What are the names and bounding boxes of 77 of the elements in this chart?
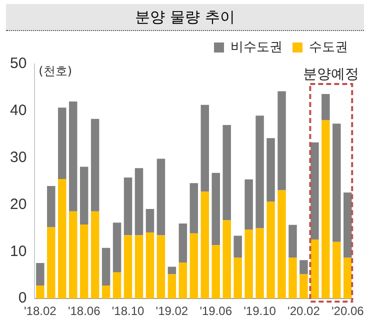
bar: [58, 178, 66, 299]
bar: [124, 235, 132, 299]
bar: [310, 142, 319, 240]
bar: [288, 224, 297, 258]
bar: [222, 220, 231, 299]
bar: [234, 258, 242, 299]
bar: [112, 272, 122, 299]
bar: [36, 262, 44, 286]
bar: [90, 211, 100, 299]
legend-label: 수도권: [309, 40, 348, 55]
bar: [222, 124, 231, 220]
y-axis-title: (천호): [38, 64, 72, 78]
bar: [332, 124, 341, 242]
bar: [178, 224, 188, 262]
bar: [134, 168, 144, 236]
bar: [212, 245, 220, 299]
bar: [90, 118, 100, 212]
y-tick-label: 20: [10, 196, 27, 213]
bar: [278, 91, 286, 190]
bar: [47, 227, 56, 299]
bar: [168, 274, 176, 299]
bar: [266, 138, 275, 202]
annotation: 분양예정: [303, 66, 360, 83]
y-tick-label: 0: [18, 290, 27, 307]
bar: [134, 235, 144, 299]
bar: [288, 258, 297, 299]
bar: [80, 166, 88, 224]
bar: [168, 266, 176, 274]
bar: [322, 94, 330, 120]
bar: [300, 260, 308, 274]
legend-label: 비수도권: [230, 40, 282, 55]
bar: [322, 120, 330, 299]
bar: [36, 285, 44, 299]
bar: [212, 172, 220, 246]
bar: [244, 179, 253, 230]
bar: [156, 235, 166, 299]
bar: [146, 232, 154, 299]
bar: [190, 183, 198, 234]
bar: [278, 190, 286, 299]
bar: [124, 178, 132, 236]
x-tick-label: '20.06: [331, 304, 364, 318]
bar: [310, 239, 319, 299]
bar: [344, 258, 352, 299]
bar: [69, 102, 78, 212]
bar: [300, 274, 308, 299]
bar: [244, 230, 253, 299]
bar: [156, 158, 166, 236]
bar: [102, 248, 110, 286]
bar: [47, 186, 56, 228]
y-tick-label: 30: [10, 148, 27, 166]
bar: [266, 201, 275, 299]
x-tick-label: '18.02: [24, 304, 57, 318]
x-tick-label: '18.06: [68, 304, 101, 318]
chart-title: 분양 물량 추이: [6, 4, 364, 31]
y-tick-label: 50: [10, 55, 27, 72]
bar: [80, 224, 88, 299]
x-tick-label: '18.10: [112, 304, 144, 318]
y-tick-label: 40: [10, 102, 27, 120]
bar: [200, 192, 210, 299]
bar: [234, 236, 242, 258]
x-tick-label: '19.06: [200, 304, 232, 318]
bar: [190, 233, 198, 299]
bar: [112, 222, 122, 272]
bar: [200, 104, 210, 192]
bar: [178, 262, 188, 299]
bar: [146, 208, 154, 232]
y-tick-label: 10: [10, 242, 27, 260]
x-tick-label: '20.02: [288, 304, 320, 318]
bar: [256, 116, 264, 228]
bar: [256, 228, 264, 299]
x-tick-label: '19.02: [156, 304, 188, 318]
bar: [69, 211, 78, 299]
bar: [58, 108, 66, 179]
bar: [102, 285, 110, 299]
x-tick-label: '19.10: [244, 304, 276, 318]
bar: [344, 192, 352, 258]
bar: [332, 242, 341, 299]
